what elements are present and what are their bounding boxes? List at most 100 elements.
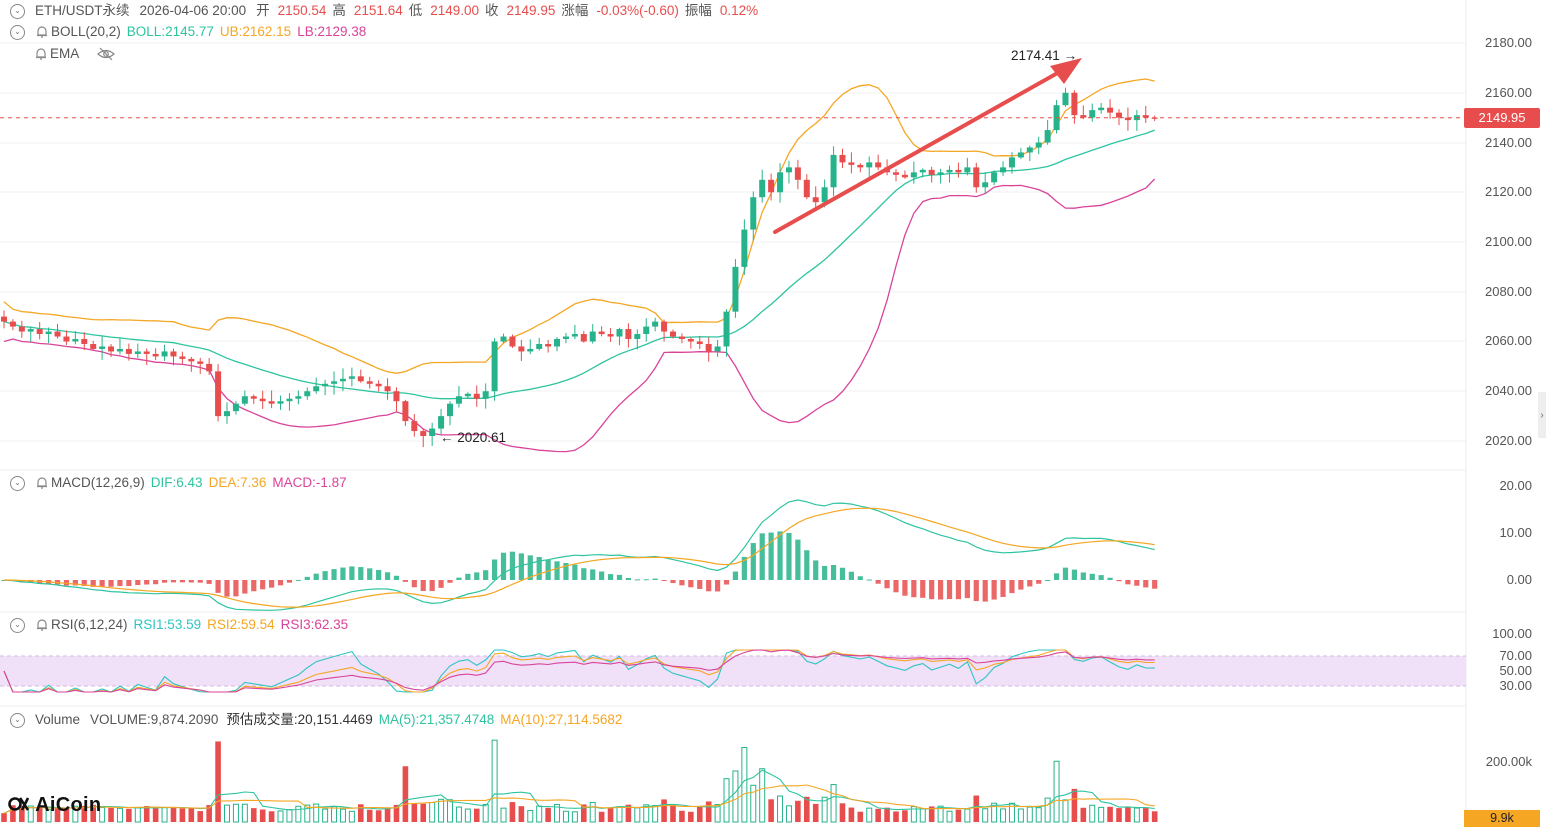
volume-bar bbox=[1089, 804, 1096, 823]
volume-bar bbox=[857, 811, 864, 822]
candle-body bbox=[473, 393, 480, 399]
candle bbox=[509, 334, 516, 348]
candle-body bbox=[438, 416, 445, 429]
candle bbox=[901, 170, 908, 179]
macd-histogram-bar bbox=[474, 572, 480, 580]
volume-bar bbox=[384, 808, 391, 822]
change-label: 涨幅 bbox=[561, 3, 589, 18]
candle bbox=[1071, 90, 1078, 124]
macd-histogram-bar bbox=[153, 580, 159, 585]
volume-bar bbox=[830, 784, 837, 823]
candle bbox=[1062, 87, 1069, 107]
bell-icon[interactable] bbox=[34, 47, 48, 61]
candle bbox=[36, 321, 43, 340]
candle bbox=[785, 160, 792, 184]
candle bbox=[1035, 136, 1042, 155]
volume-bar bbox=[670, 804, 676, 822]
volume-bar bbox=[295, 805, 302, 823]
candle bbox=[286, 393, 293, 411]
macd-histogram-bar bbox=[741, 556, 747, 580]
volume-bar bbox=[366, 809, 373, 822]
macd-histogram-bar bbox=[590, 569, 596, 580]
volume-bar bbox=[152, 808, 159, 822]
candle bbox=[518, 339, 525, 361]
candles[interactable] bbox=[1, 87, 1158, 448]
macd-histogram-bar bbox=[732, 571, 739, 580]
volume-bar bbox=[179, 808, 186, 822]
candle-body bbox=[188, 358, 195, 362]
bell-icon[interactable] bbox=[35, 25, 49, 39]
candle-body bbox=[1062, 92, 1069, 106]
volume-bar bbox=[910, 806, 917, 823]
macd-histogram-bar bbox=[946, 580, 953, 600]
collapse-icon[interactable]: ⌄ bbox=[10, 3, 25, 19]
candle bbox=[18, 320, 25, 338]
candle-body bbox=[357, 376, 364, 382]
macd-histogram-bar bbox=[456, 577, 462, 580]
macd-histogram-bar bbox=[964, 580, 970, 599]
candle-body bbox=[1142, 115, 1149, 118]
macd-histogram-bar bbox=[188, 580, 194, 583]
candle bbox=[732, 259, 739, 318]
macd-histogram-bar bbox=[670, 580, 676, 584]
candle-body bbox=[598, 331, 605, 335]
candle-body bbox=[429, 428, 436, 437]
candle-body bbox=[108, 346, 115, 352]
macd-histogram-bar bbox=[358, 567, 364, 580]
boll-value: BOLL:2145.77 bbox=[126, 24, 214, 39]
candle bbox=[723, 309, 730, 357]
collapse-icon[interactable]: ⌄ bbox=[10, 617, 25, 633]
candle-body bbox=[179, 356, 186, 359]
macd-histogram-bar bbox=[393, 575, 400, 580]
boll-lower-line bbox=[3, 178, 1156, 453]
volume-bar bbox=[884, 807, 890, 822]
collapse-icon[interactable]: ⌄ bbox=[10, 475, 25, 491]
rsi3-value: RSI3:62.35 bbox=[280, 617, 349, 632]
volume-bar bbox=[1133, 807, 1140, 823]
volume-bar bbox=[224, 804, 230, 823]
current-price-tag: 2149.95 bbox=[1464, 108, 1540, 128]
macd-dif-line bbox=[3, 499, 1155, 611]
candle bbox=[1098, 102, 1105, 114]
volume-bar bbox=[1125, 807, 1131, 822]
candle-body bbox=[919, 169, 926, 173]
candle bbox=[1124, 107, 1131, 131]
macd-histogram-bar bbox=[197, 580, 203, 583]
collapse-icon[interactable]: ⌄ bbox=[10, 24, 25, 40]
expand-panel-icon[interactable]: › bbox=[1538, 392, 1546, 438]
candle-body bbox=[18, 326, 25, 332]
price-axis-label: 2140.00 bbox=[1485, 135, 1532, 150]
candle bbox=[152, 348, 159, 360]
bell-icon[interactable] bbox=[35, 618, 49, 632]
candle-body bbox=[420, 431, 427, 437]
boll-upper-line bbox=[3, 78, 1155, 374]
eye-hidden-icon[interactable] bbox=[97, 47, 116, 61]
macd-histogram-bar bbox=[1107, 577, 1113, 580]
volume-bar bbox=[81, 805, 88, 822]
candle bbox=[875, 154, 882, 171]
candle bbox=[571, 324, 578, 340]
candle-body bbox=[1035, 142, 1042, 148]
volume-bar bbox=[714, 804, 721, 823]
collapse-icon[interactable]: ⌄ bbox=[10, 712, 25, 728]
macd-histogram-bar bbox=[679, 580, 685, 586]
macd-histogram-bar bbox=[384, 572, 391, 580]
macd-histogram-bar bbox=[759, 533, 765, 580]
candle-body bbox=[848, 162, 855, 165]
volume-bar bbox=[536, 805, 543, 823]
candle-body bbox=[63, 336, 70, 342]
volume-bar bbox=[598, 811, 605, 822]
candle-body bbox=[447, 403, 453, 417]
candle-body bbox=[134, 351, 141, 354]
ema-name: EMA bbox=[50, 46, 80, 61]
candle bbox=[295, 390, 302, 405]
volume-estimate: 预估成交量:20,151.4469 bbox=[226, 712, 373, 727]
candle-body bbox=[1107, 107, 1114, 113]
volume-bar bbox=[126, 808, 132, 822]
candle-body bbox=[705, 343, 712, 352]
candle bbox=[919, 168, 926, 178]
bell-icon[interactable] bbox=[35, 476, 49, 490]
macd-histogram-bar bbox=[723, 580, 730, 585]
candle-body bbox=[634, 334, 641, 340]
